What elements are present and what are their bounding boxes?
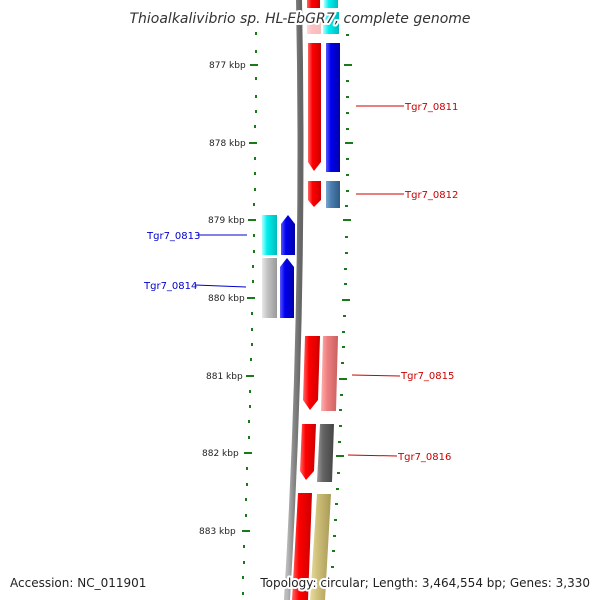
tick-label-878: 878 kbp — [209, 139, 246, 149]
cds-arrow — [300, 424, 316, 480]
tick-label-883: 883 kbp — [199, 527, 236, 537]
tick-mark-879 — [248, 219, 256, 221]
gene-block — [310, 494, 331, 600]
tick-mark-878 — [249, 142, 257, 144]
cds-arrow — [308, 181, 321, 207]
tick-label-879: 879 kbp — [208, 216, 245, 226]
cds-arrow — [308, 43, 321, 171]
cds-block — [307, 0, 320, 8]
gene-label-tgr7-0813[interactable]: Tgr7_0813 — [146, 231, 200, 242]
gene-label-tgr7-0811[interactable]: Tgr7_0811 — [404, 102, 458, 113]
tick-mark-881 — [246, 375, 254, 377]
gene-label-tgr7-0815[interactable]: Tgr7_0815 — [400, 371, 454, 382]
cds-block — [292, 493, 312, 600]
callout-line-tgr7-0816 — [347, 454, 398, 457]
callout-line-tgr7-0814 — [194, 284, 247, 288]
gene-label-tgr7-0814[interactable]: Tgr7_0814 — [143, 281, 197, 292]
gene-arrow-tgr7-0815[interactable] — [321, 336, 338, 411]
gene-label-tgr7-0812[interactable]: Tgr7_0812 — [404, 190, 458, 201]
tick-label-877: 877 kbp — [209, 61, 246, 71]
tick-mark-877 — [250, 64, 258, 66]
gene-arrow-tgr7-0811[interactable] — [326, 43, 340, 172]
cds-arrow — [303, 336, 320, 410]
cds-arrow — [281, 215, 295, 255]
gene-label-tgr7-0816[interactable]: Tgr7_0816 — [397, 452, 451, 463]
cds-block — [307, 12, 321, 34]
map-title-halo: Thioalkalivibrio sp. HL-EbGR7, complete … — [129, 11, 470, 27]
tick-label-880: 880 kbp — [208, 294, 245, 304]
callout-lines — [194, 105, 404, 457]
gene-block — [324, 0, 338, 8]
right-dot-guide — [330, 34, 353, 584]
cds-arrow — [280, 258, 294, 318]
tick-label-882: 882 kbp — [202, 449, 239, 459]
map-title: Thioalkalivibrio sp. HL-EbGR7, complete … — [129, 11, 470, 27]
genome-backbone — [284, 0, 304, 600]
gene-arrow-tgr7-0816[interactable] — [317, 424, 334, 482]
left-dot-guide — [242, 32, 257, 595]
accession-text-halo: Accession: NC_011901 — [10, 576, 146, 590]
accession-text: Accession: NC_011901 — [10, 576, 146, 590]
tick-mark-882 — [244, 452, 252, 454]
gene-arrow-tgr7-0814[interactable] — [262, 258, 277, 318]
gene-block — [323, 12, 339, 34]
topology-text-halo: Topology: circular; Length: 3,464,554 bp… — [259, 576, 590, 590]
gene-arrow-tgr7-0812[interactable] — [326, 181, 340, 208]
callout-line-tgr7-0815 — [351, 374, 401, 377]
gene-arrow-tgr7-0813[interactable] — [262, 215, 277, 255]
left-ticks — [242, 64, 258, 532]
tick-label-881: 881 kbp — [206, 372, 243, 382]
tick-mark-883 — [242, 530, 250, 532]
topology-text: Topology: circular; Length: 3,464,554 bp… — [259, 576, 590, 590]
tick-mark-880 — [247, 297, 255, 299]
